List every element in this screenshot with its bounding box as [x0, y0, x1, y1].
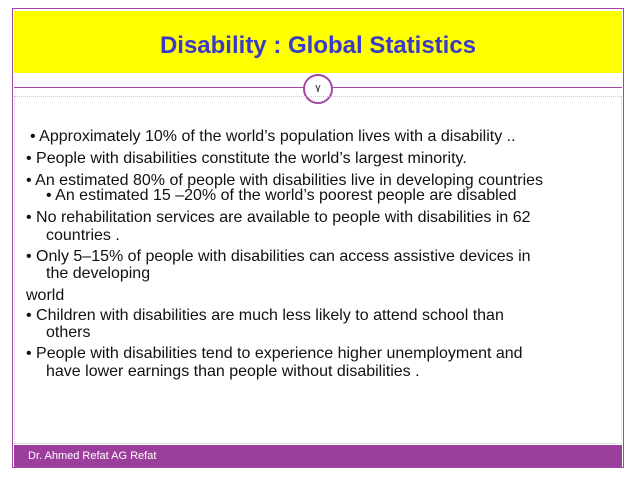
bullet-line: • Only 5–15% of people with disabilities… [26, 248, 531, 265]
bullet-line: countries . [46, 227, 120, 244]
bullet-line: • An estimated 15 –20% of the world’s po… [46, 187, 517, 204]
bullet-line: the developing [46, 265, 151, 282]
bullet-line: • People with disabilities constitute th… [26, 150, 467, 167]
bullet-line: others [46, 324, 91, 341]
title-bar [14, 11, 622, 73]
bullet-line: • Children with disabilities are much le… [26, 307, 504, 324]
slide-title: Disability : Global Statistics [159, 32, 477, 59]
bullet-line: • People with disabilities tend to exper… [26, 345, 523, 362]
footer-author: Dr. Ahmed Refat AG Refat [28, 450, 157, 462]
footer-bar [14, 445, 622, 467]
slide-frame [12, 8, 624, 468]
bullet-line: • Approximately 10% of the world’s popul… [30, 128, 516, 145]
slide-number: ٧ [303, 74, 333, 104]
content-frame [14, 96, 622, 444]
bullet-line: have lower earnings than people without … [46, 363, 420, 380]
bullet-line: world [26, 287, 65, 304]
bullet-line: • No rehabilitation services are availab… [26, 209, 531, 226]
bullet-line: • An estimated 80% of people with disabi… [26, 172, 544, 189]
